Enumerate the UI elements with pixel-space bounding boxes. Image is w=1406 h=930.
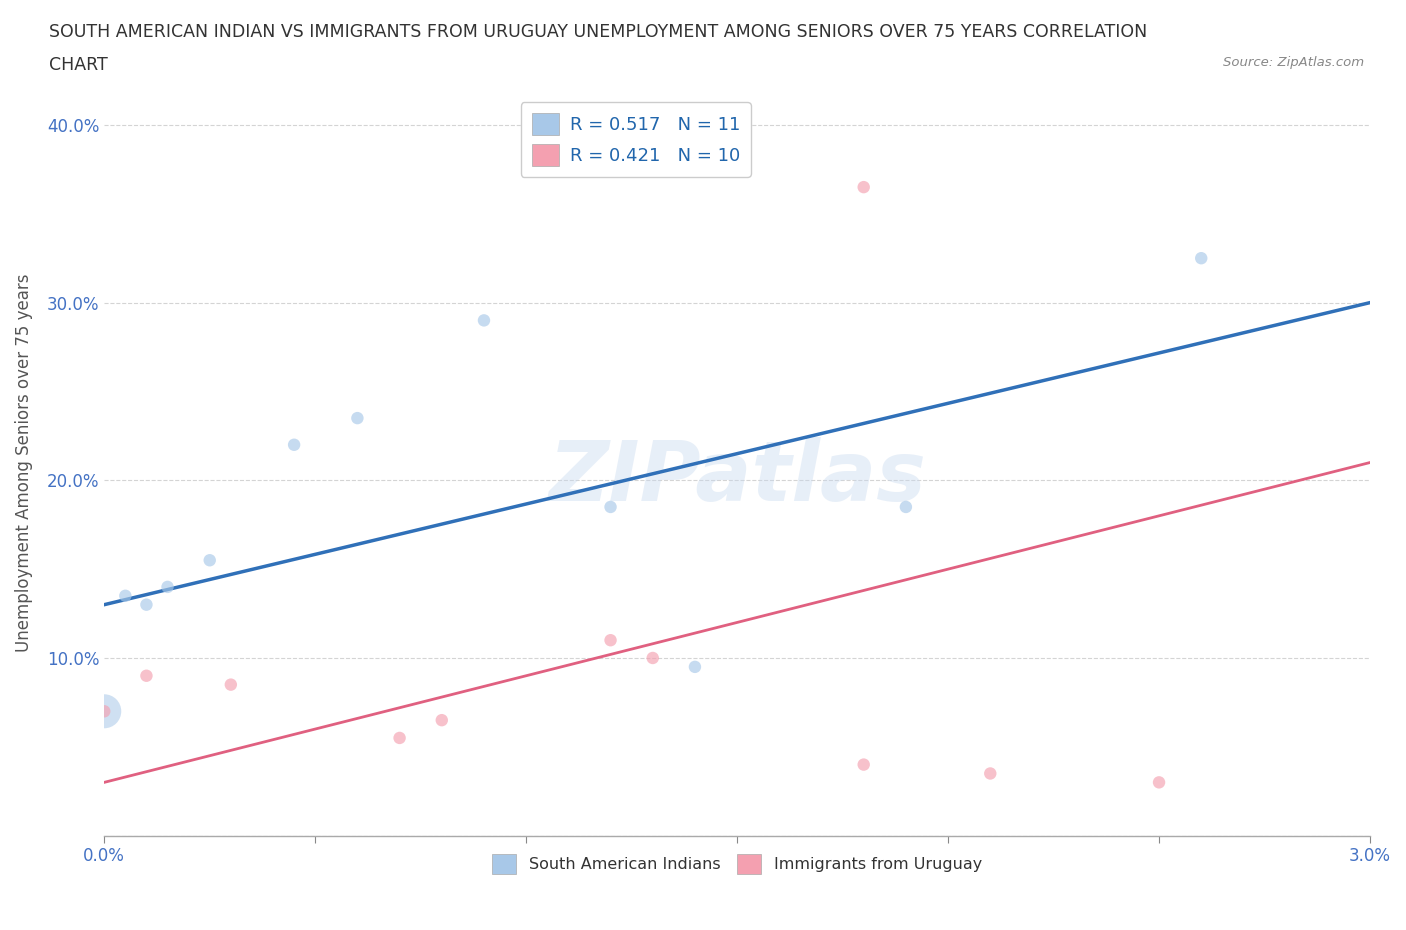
Text: Source: ZipAtlas.com: Source: ZipAtlas.com [1223,56,1364,69]
Y-axis label: Unemployment Among Seniors over 75 years: Unemployment Among Seniors over 75 years [15,273,32,652]
Point [346,411,368,426]
Point [599,632,621,647]
Text: CHART: CHART [49,56,108,73]
Point [472,312,495,327]
Point [1147,775,1170,790]
Text: ZIPatlas: ZIPatlas [548,437,927,518]
Point [93,704,115,719]
Point [388,730,411,745]
Point [599,499,621,514]
Point [283,437,305,452]
Point [852,757,875,772]
Point [852,179,875,194]
Point [683,659,706,674]
Point [135,597,157,612]
Point [135,669,157,684]
Point [641,651,664,666]
Point [894,499,917,514]
Point [979,766,1001,781]
Point [156,579,179,594]
Point [1189,251,1212,266]
Point [430,712,453,727]
Point [93,704,115,719]
Legend: South American Indians, Immigrants from Uruguay: South American Indians, Immigrants from … [486,847,988,880]
Text: SOUTH AMERICAN INDIAN VS IMMIGRANTS FROM URUGUAY UNEMPLOYMENT AMONG SENIORS OVER: SOUTH AMERICAN INDIAN VS IMMIGRANTS FROM… [49,23,1147,41]
Point [219,677,242,692]
Point [114,589,136,604]
Point [198,552,221,567]
